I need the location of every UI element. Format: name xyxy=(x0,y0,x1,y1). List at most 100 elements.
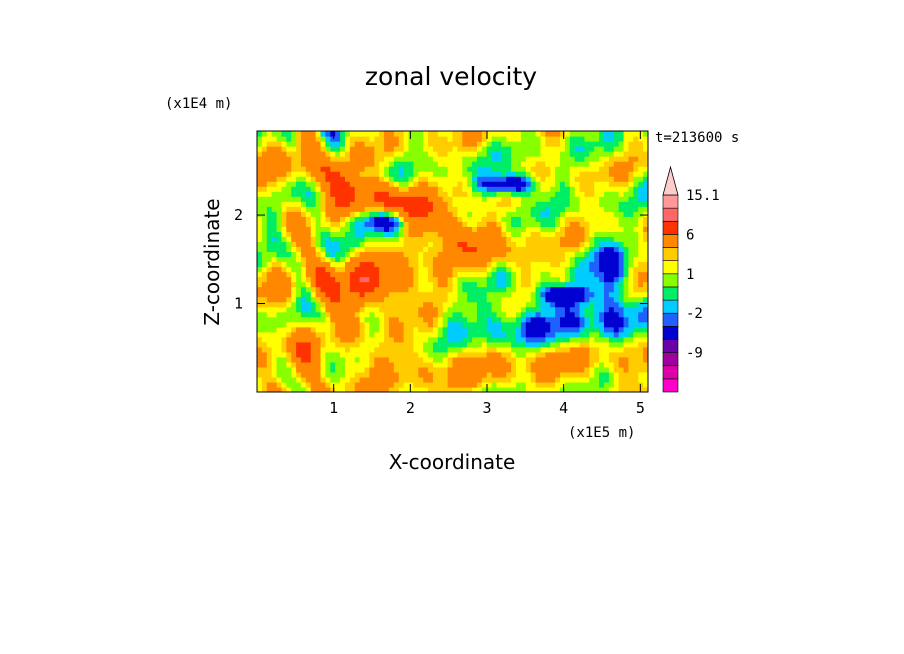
heatmap-cell xyxy=(579,306,586,313)
heatmap-cell xyxy=(344,371,351,378)
heatmap-cell xyxy=(608,271,615,278)
heatmap-cell xyxy=(481,256,488,263)
heatmap-cell xyxy=(281,336,287,343)
heatmap-cell xyxy=(643,206,648,212)
heatmap-cell xyxy=(388,296,395,303)
heatmap-cell xyxy=(344,231,351,238)
heatmap-cell xyxy=(589,366,595,373)
heatmap-cell xyxy=(364,301,371,308)
heatmap-cell xyxy=(418,346,424,353)
heatmap-cell xyxy=(560,266,566,273)
heatmap-cell xyxy=(564,376,571,383)
heatmap-cell xyxy=(491,251,498,258)
heatmap-cell xyxy=(300,266,307,273)
heatmap-cell xyxy=(525,261,532,268)
heatmap-cell xyxy=(432,216,439,222)
heatmap-cell xyxy=(457,196,463,202)
heatmap-cell xyxy=(300,321,307,328)
heatmap-cell xyxy=(628,211,634,217)
heatmap-cell xyxy=(564,131,571,137)
heatmap-cell xyxy=(545,341,551,348)
heatmap-cell xyxy=(462,196,468,202)
heatmap-cell xyxy=(608,181,615,187)
heatmap-cell xyxy=(599,171,605,177)
heatmap-cell xyxy=(428,196,434,202)
heatmap-cell xyxy=(320,151,327,157)
heatmap-cell xyxy=(359,141,366,147)
heatmap-cell xyxy=(535,131,542,137)
heatmap-cell xyxy=(305,161,312,167)
heatmap-cell xyxy=(623,311,630,318)
heatmap-cell xyxy=(486,226,493,232)
heatmap-cell xyxy=(540,311,546,318)
heatmap-cell xyxy=(643,136,648,142)
heatmap-cell xyxy=(569,141,576,147)
heatmap-cell xyxy=(281,291,287,298)
heatmap-cell xyxy=(633,276,639,283)
heatmap-cell xyxy=(291,341,297,348)
heatmap-cell xyxy=(540,361,546,368)
heatmap-cell xyxy=(384,366,390,373)
heatmap-cell xyxy=(638,376,644,383)
heatmap-cell xyxy=(545,336,551,343)
heatmap-cell xyxy=(467,271,473,278)
heatmap-cell xyxy=(530,326,537,333)
heatmap-field xyxy=(257,131,648,392)
heatmap-cell xyxy=(467,321,473,328)
heatmap-cell xyxy=(300,336,307,343)
heatmap-cell xyxy=(437,131,444,137)
heatmap-cell xyxy=(599,221,605,227)
heatmap-cell xyxy=(271,331,278,338)
heatmap-cell xyxy=(594,261,600,268)
heatmap-cell xyxy=(467,221,473,227)
heatmap-cell xyxy=(276,246,283,253)
heatmap-cell xyxy=(379,181,385,187)
heatmap-cell xyxy=(633,301,639,308)
heatmap-cell xyxy=(618,326,625,333)
heatmap-cell xyxy=(564,196,571,202)
heatmap-cell xyxy=(428,286,434,293)
heatmap-cell xyxy=(516,291,522,298)
heatmap-cell xyxy=(364,346,371,353)
heatmap-cell xyxy=(286,331,292,338)
heatmap-cell xyxy=(516,206,522,212)
heatmap-cell xyxy=(530,301,537,308)
heatmap-cell xyxy=(286,356,292,363)
heatmap-cell xyxy=(257,256,263,263)
heatmap-cell xyxy=(501,211,507,217)
heatmap-cell xyxy=(574,211,581,217)
heatmap-cell xyxy=(535,366,542,373)
heatmap-cell xyxy=(564,151,571,157)
heatmap-cell xyxy=(594,316,600,323)
heatmap-cell xyxy=(384,156,390,162)
heatmap-cell xyxy=(467,331,473,338)
heatmap-cell xyxy=(496,196,502,202)
heatmap-cell xyxy=(613,286,620,293)
heatmap-cell xyxy=(638,316,644,323)
heatmap-cell xyxy=(442,321,449,328)
heatmap-cell xyxy=(594,196,600,202)
heatmap-cell xyxy=(486,376,493,383)
heatmap-cell xyxy=(589,256,595,263)
heatmap-cell xyxy=(496,356,502,363)
heatmap-cell xyxy=(354,136,361,142)
heatmap-cell xyxy=(340,196,346,202)
heatmap-cell xyxy=(393,261,400,268)
heatmap-cell xyxy=(340,326,346,333)
heatmap-cell xyxy=(511,371,517,378)
colorbar-label: 6 xyxy=(686,227,694,243)
heatmap-cell xyxy=(628,331,634,338)
heatmap-cell xyxy=(579,211,586,217)
heatmap-cell xyxy=(330,151,336,157)
heatmap-cell xyxy=(579,346,586,353)
heatmap-cell xyxy=(530,206,537,212)
heatmap-cell xyxy=(325,211,331,217)
heatmap-cell xyxy=(486,386,493,392)
heatmap-cell xyxy=(628,146,634,152)
heatmap-cell xyxy=(628,131,634,137)
heatmap-cell xyxy=(418,186,424,192)
heatmap-cell xyxy=(472,321,478,328)
heatmap-cell xyxy=(569,231,576,238)
heatmap-cell xyxy=(530,386,537,392)
heatmap-cell xyxy=(584,156,590,162)
